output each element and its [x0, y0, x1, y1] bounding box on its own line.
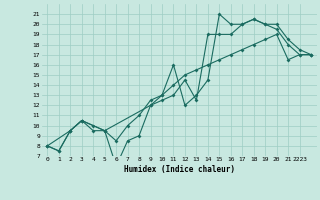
X-axis label: Humidex (Indice chaleur): Humidex (Indice chaleur) [124, 165, 235, 174]
